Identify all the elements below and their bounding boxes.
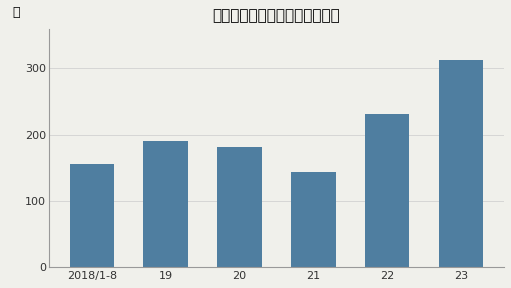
Title: コンプラ違反企業の倒産が増加: コンプラ違反企業の倒産が増加: [213, 8, 340, 24]
Bar: [144, 141, 188, 267]
Bar: [439, 60, 483, 267]
Bar: [291, 172, 336, 267]
Text: 件: 件: [12, 6, 20, 19]
Bar: [365, 114, 409, 267]
Bar: [69, 164, 114, 267]
Bar: [217, 147, 262, 267]
